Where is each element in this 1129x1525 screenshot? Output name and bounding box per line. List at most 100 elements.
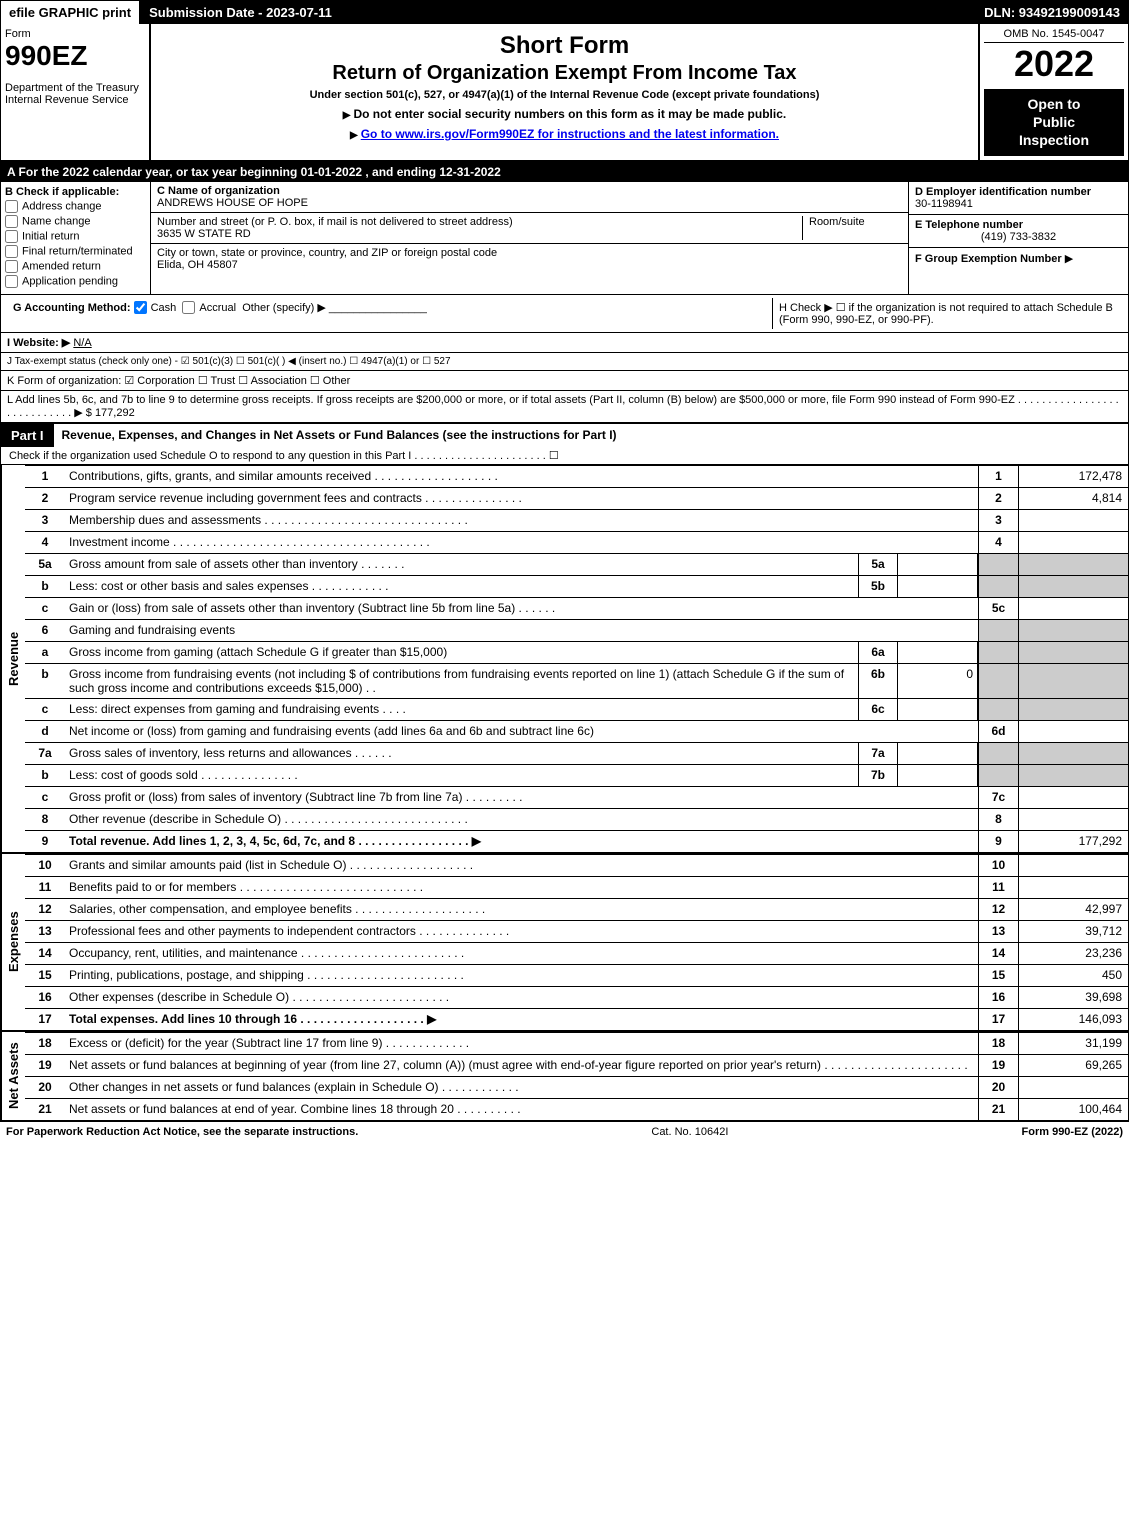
chk-amended-box[interactable]: [5, 260, 18, 273]
ln6a-rn: [978, 642, 1018, 663]
ln20-num: 20: [25, 1077, 65, 1098]
ln9-rn: 9: [978, 831, 1018, 852]
row-10: 10Grants and similar amounts paid (list …: [25, 854, 1128, 876]
f-arrow: ▶: [1065, 253, 1073, 265]
g-cash-chk[interactable]: [134, 301, 147, 314]
ln19-rv: 69,265: [1018, 1055, 1128, 1076]
ln18-num: 18: [25, 1033, 65, 1054]
ln2-num: 2: [25, 488, 65, 509]
ln12-num: 12: [25, 899, 65, 920]
ln15-rv: 450: [1018, 965, 1128, 986]
irs-link[interactable]: Go to www.irs.gov/Form990EZ for instruct…: [361, 127, 779, 141]
chk-pending-box[interactable]: [5, 275, 18, 288]
i-lbl: I Website: ▶: [7, 337, 70, 349]
efile-label[interactable]: efile GRAPHIC print: [1, 1, 141, 24]
expenses-section: Expenses 10Grants and similar amounts pa…: [1, 852, 1128, 1030]
form-word: Form: [5, 28, 145, 40]
ln1-num: 1: [25, 466, 65, 487]
ln18-rn: 18: [978, 1033, 1018, 1054]
ln16-rv: 39,698: [1018, 987, 1128, 1008]
row-20: 20Other changes in net assets or fund ba…: [25, 1076, 1128, 1098]
ln19-num: 19: [25, 1055, 65, 1076]
chk-initial-box[interactable]: [5, 230, 18, 243]
ln5a-rv: [1018, 554, 1128, 575]
row-1: 1Contributions, gifts, grants, and simil…: [25, 465, 1128, 487]
ln6a-rv: [1018, 642, 1128, 663]
ln20-desc: Other changes in net assets or fund bala…: [65, 1077, 978, 1098]
chk-final-text: Final return/terminated: [22, 245, 133, 257]
chk-address[interactable]: Address change: [5, 200, 146, 213]
ln6d-rn: 6d: [978, 721, 1018, 742]
ln10-num: 10: [25, 855, 65, 876]
ln7a-desc: Gross sales of inventory, less returns a…: [65, 743, 858, 764]
ln6d-desc: Net income or (loss) from gaming and fun…: [65, 721, 978, 742]
ln3-desc: Membership dues and assessments . . . . …: [65, 510, 978, 531]
e-lbl: E Telephone number: [915, 219, 1122, 231]
tax-year: 2022: [984, 43, 1124, 85]
row-9: 9Total revenue. Add lines 1, 2, 3, 4, 5c…: [25, 830, 1128, 852]
g-accrual-chk[interactable]: [182, 301, 195, 314]
ln9-desc: Total revenue. Add lines 1, 2, 3, 4, 5c,…: [65, 831, 978, 852]
ln13-rn: 13: [978, 921, 1018, 942]
chk-name-box[interactable]: [5, 215, 18, 228]
ln21-rv: 100,464: [1018, 1099, 1128, 1120]
ln5a-sn: 5a: [858, 554, 898, 575]
line-j: J Tax-exempt status (check only one) - ☑…: [1, 353, 1128, 371]
chk-pending[interactable]: Application pending: [5, 275, 146, 288]
ln6b-num: b: [25, 664, 65, 698]
ln5a-sv: [898, 554, 978, 575]
subtitle: Under section 501(c), 527, or 4947(a)(1)…: [157, 89, 972, 101]
chk-final-box[interactable]: [5, 245, 18, 258]
chk-initial[interactable]: Initial return: [5, 230, 146, 243]
ln7a-sn: 7a: [858, 743, 898, 764]
chk-name[interactable]: Name change: [5, 215, 146, 228]
chk-address-box[interactable]: [5, 200, 18, 213]
chk-amended[interactable]: Amended return: [5, 260, 146, 273]
ln5c-rv: [1018, 598, 1128, 619]
revenue-vlabel: Revenue: [1, 465, 25, 852]
ln17-rv: 146,093: [1018, 1009, 1128, 1030]
c-name-cell: C Name of organization ANDREWS HOUSE OF …: [151, 182, 908, 213]
section-right: D Employer identification number 30-1198…: [908, 182, 1128, 294]
ln10-rv: [1018, 855, 1128, 876]
line-a: A For the 2022 calendar year, or tax yea…: [1, 162, 1128, 182]
ln8-rv: [1018, 809, 1128, 830]
line-h: H Check ▶ ☐ if the organization is not r…: [772, 298, 1122, 329]
ln6c-num: c: [25, 699, 65, 720]
part1-tag: Part I: [1, 424, 54, 447]
row-2: 2Program service revenue including gover…: [25, 487, 1128, 509]
netassets-section: Net Assets 18Excess or (deficit) for the…: [1, 1030, 1128, 1121]
c-city-val: Elida, OH 45807: [157, 259, 902, 271]
ln6a-num: a: [25, 642, 65, 663]
row-18: 18Excess or (deficit) for the year (Subt…: [25, 1032, 1128, 1054]
ln10-desc: Grants and similar amounts paid (list in…: [65, 855, 978, 876]
c-room-lbl: Room/suite: [809, 216, 865, 228]
revenue-section: Revenue 1Contributions, gifts, grants, a…: [1, 465, 1128, 852]
chk-address-text: Address change: [22, 200, 102, 212]
ln5b-desc: Less: cost or other basis and sales expe…: [65, 576, 858, 597]
ln2-rv: 4,814: [1018, 488, 1128, 509]
ln7b-sv: [898, 765, 978, 786]
ln18-desc: Excess or (deficit) for the year (Subtra…: [65, 1033, 978, 1054]
ln7c-num: c: [25, 787, 65, 808]
ln5a-desc: Gross amount from sale of assets other t…: [65, 554, 858, 575]
row-21: 21Net assets or fund balances at end of …: [25, 1098, 1128, 1120]
chk-final[interactable]: Final return/terminated: [5, 245, 146, 258]
ln8-rn: 8: [978, 809, 1018, 830]
ln7a-rv: [1018, 743, 1128, 764]
ln5b-rn: [978, 576, 1018, 597]
ln7b-desc: Less: cost of goods sold . . . . . . . .…: [65, 765, 858, 786]
row-6d: dNet income or (loss) from gaming and fu…: [25, 720, 1128, 742]
g-lbl: G Accounting Method:: [13, 302, 131, 314]
ln20-rv: [1018, 1077, 1128, 1098]
goto-link[interactable]: Go to www.irs.gov/Form990EZ for instruct…: [157, 127, 972, 141]
ln2-rn: 2: [978, 488, 1018, 509]
row-16: 16Other expenses (describe in Schedule O…: [25, 986, 1128, 1008]
ln21-desc: Net assets or fund balances at end of ye…: [65, 1099, 978, 1120]
footer: For Paperwork Reduction Act Notice, see …: [0, 1122, 1129, 1142]
i-val: N/A: [73, 337, 91, 349]
ln5c-rn: 5c: [978, 598, 1018, 619]
ln19-rn: 19: [978, 1055, 1018, 1076]
row-5a: 5aGross amount from sale of assets other…: [25, 553, 1128, 575]
ln8-desc: Other revenue (describe in Schedule O) .…: [65, 809, 978, 830]
